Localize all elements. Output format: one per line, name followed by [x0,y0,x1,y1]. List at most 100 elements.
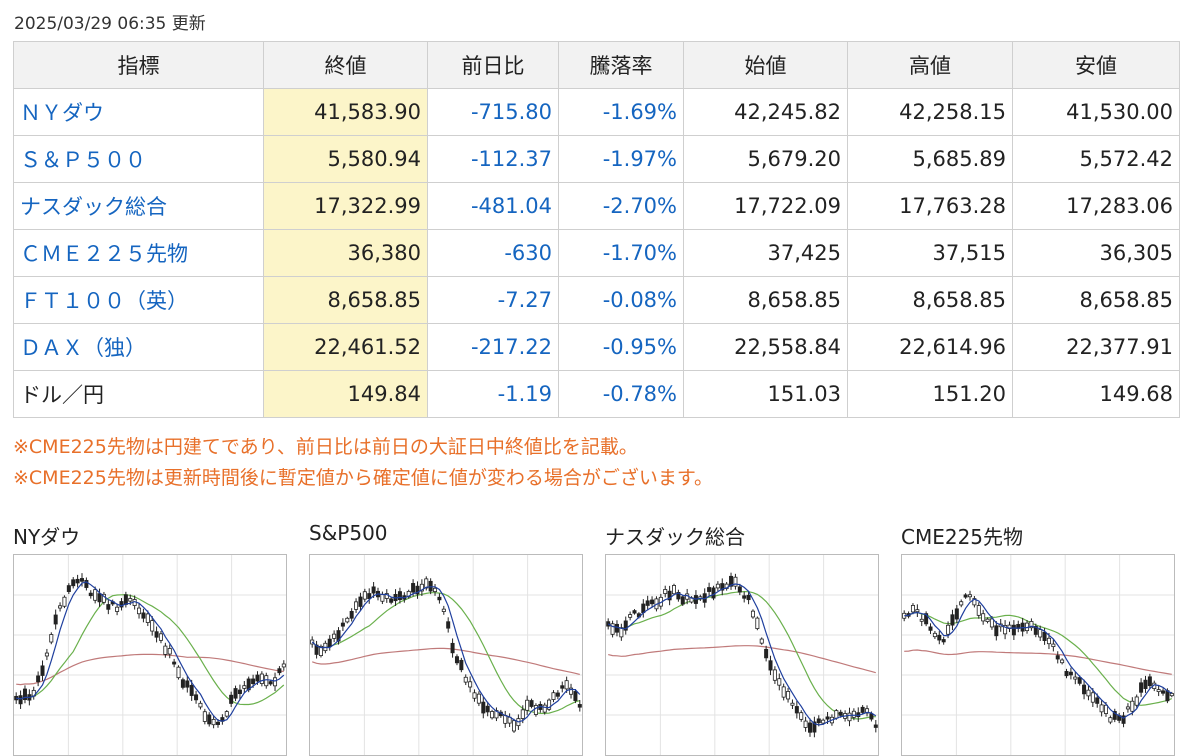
candles [902,590,1174,728]
index-link-cme225[interactable]: ＣＭＥ２２５先物 [20,242,188,266]
candlestick-chart-icon[interactable] [13,554,287,756]
chart-grid [14,555,286,755]
table-row: Ｓ＆Ｐ５００ 5,580.94 -112.37 -1.97% 5,679.20 … [13,135,1180,183]
chart-title: ナスダック総合 [605,525,745,549]
index-name-cell: ドル／円 [13,370,264,418]
chart-card-sp500[interactable]: S&P500 [309,521,585,756]
change-cell: -7.27 [427,276,559,324]
table-row: ドル／円 149.84 -1.19 -0.78% 151.03 151.20 1… [13,370,1180,418]
index-name-cell: Ｓ＆Ｐ５００ [13,135,264,183]
high-cell: 22,614.96 [847,323,1013,371]
open-cell: 8,658.85 [683,276,848,324]
market-quotes-table: 指標 終値 前日比 騰落率 始値 高値 安値 ＮＹダウ 41,583.90 -7… [13,41,1180,418]
low-cell: 41,530.00 [1012,88,1180,136]
high-cell: 5,685.89 [847,135,1013,183]
moving-average-long [904,649,1172,675]
open-cell: 22,558.84 [683,323,848,371]
close-cell: 17,322.99 [263,182,428,230]
chart-card-nasdaq[interactable]: ナスダック総合 [605,521,881,756]
moving-average-mid [904,611,1173,706]
moving-average-long [16,653,284,686]
last-updated: 2025/03/29 06:35 更新 [14,14,206,34]
table-header-row: 指標 終値 前日比 騰落率 始値 高値 安値 [13,41,1180,89]
open-cell: 37,425 [683,229,848,277]
chart-title: CME225先物 [901,525,1024,549]
notes: ※CME225先物は円建てであり、前日比は前日の大証日中終値比を記載。 ※CME… [13,432,713,494]
change-cell: -715.80 [427,88,559,136]
open-cell: 17,722.09 [683,182,848,230]
moving-average-short [16,581,285,722]
rate-cell: -0.08% [558,276,684,324]
table-row: ＣＭＥ２２５先物 36,380 -630 -1.70% 37,425 37,51… [13,229,1180,277]
moving-average-long [608,645,876,674]
rate-cell: -1.97% [558,135,684,183]
table-row: ＮＹダウ 41,583.90 -715.80 -1.69% 42,245.82 … [13,88,1180,136]
chart-grid [606,555,878,755]
close-cell: 149.84 [263,370,428,418]
rate-cell: -0.95% [558,323,684,371]
col-header-high: 高値 [847,41,1013,89]
candlestick-chart-icon[interactable] [309,554,583,756]
chart-svg [606,555,878,755]
change-cell: -630 [427,229,559,277]
col-header-rate: 騰落率 [558,41,684,89]
chart-card-nydow[interactable]: NYダウ [13,521,289,756]
index-name-cell: ＦＴ１００（英） [13,276,264,324]
low-cell: 17,283.06 [1012,182,1180,230]
candles [14,573,286,729]
index-name-cell: ＤＡＸ（独） [13,323,264,371]
index-link-nydow[interactable]: ＮＹダウ [20,101,104,125]
moving-average-short [607,583,877,726]
change-cell: -112.37 [427,135,559,183]
close-cell: 36,380 [263,229,428,277]
low-cell: 22,377.91 [1012,323,1180,371]
open-cell: 42,245.82 [683,88,848,136]
high-cell: 151.20 [847,370,1013,418]
col-header-close: 終値 [263,41,428,89]
chart-svg [310,555,582,755]
rate-cell: -2.70% [558,182,684,230]
change-cell: -217.22 [427,323,559,371]
moving-average-mid [16,593,285,706]
col-header-change: 前日比 [427,41,559,89]
candlestick-chart-icon[interactable] [901,554,1175,756]
note-line: ※CME225先物は更新時間後に暫定値から確定値に値が変わる場合がございます。 [13,467,713,489]
index-link-dax[interactable]: ＤＡＸ（独） [20,336,146,360]
col-header-index: 指標 [13,41,264,89]
chart-title: S&P500 [309,521,388,545]
low-cell: 8,658.85 [1012,276,1180,324]
index-link-nasdaq[interactable]: ナスダック総合 [20,195,167,219]
close-cell: 41,583.90 [263,88,428,136]
col-header-open: 始値 [683,41,848,89]
note-line: ※CME225先物は円建てであり、前日比は前日の大証日中終値比を記載。 [13,436,638,458]
high-cell: 8,658.85 [847,276,1013,324]
low-cell: 36,305 [1012,229,1180,277]
close-cell: 5,580.94 [263,135,428,183]
index-link-ft100[interactable]: ＦＴ１００（英） [20,289,188,313]
open-cell: 5,679.20 [683,135,848,183]
rate-cell: -0.78% [558,370,684,418]
low-cell: 5,572.42 [1012,135,1180,183]
moving-average-long [312,647,580,675]
chart-title: NYダウ [13,525,81,549]
close-cell: 22,461.52 [263,323,428,371]
index-label-usdjpy: ドル／円 [20,383,104,407]
change-cell: -481.04 [427,182,559,230]
table-row: ＤＡＸ（独） 22,461.52 -217.22 -0.95% 22,558.8… [13,323,1180,371]
index-name-cell: ナスダック総合 [13,182,264,230]
open-cell: 151.03 [683,370,848,418]
rate-cell: -1.70% [558,229,684,277]
moving-average-mid [607,590,876,720]
table-row: ナスダック総合 17,322.99 -481.04 -2.70% 17,722.… [13,182,1180,230]
moving-average-short [904,598,1173,719]
candlestick-chart-icon[interactable] [605,554,879,756]
moving-average-mid [311,592,580,714]
chart-card-cme225[interactable]: CME225先物 [901,521,1177,756]
chart-svg [14,555,286,755]
index-link-sp500[interactable]: Ｓ＆Ｐ５００ [20,148,146,172]
chart-svg [902,555,1174,755]
index-name-cell: ＣＭＥ２２５先物 [13,229,264,277]
col-header-low: 安値 [1012,41,1180,89]
high-cell: 42,258.15 [847,88,1013,136]
close-cell: 8,658.85 [263,276,428,324]
